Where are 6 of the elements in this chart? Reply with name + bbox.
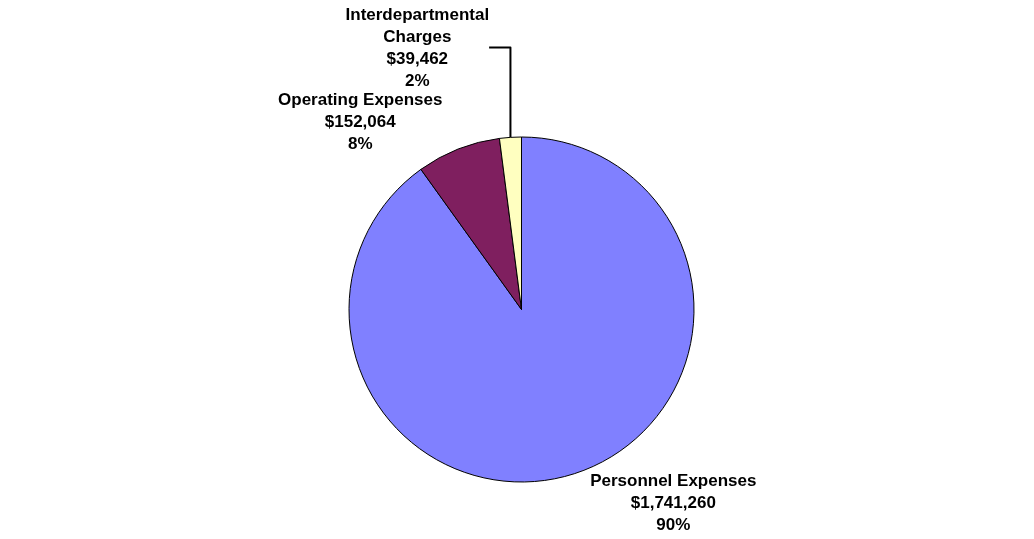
- slice-label: Personnel Expenses: [590, 470, 757, 490]
- data-label: $39,462 2%: [386, 48, 449, 91]
- data-label: $152,064 8%: [324, 112, 397, 154]
- slice-label: Interdepartmental Charges: [345, 4, 490, 46]
- slice-label: Operating Expenses: [278, 90, 443, 110]
- data-label: $1,741,260 90%: [630, 492, 716, 534]
